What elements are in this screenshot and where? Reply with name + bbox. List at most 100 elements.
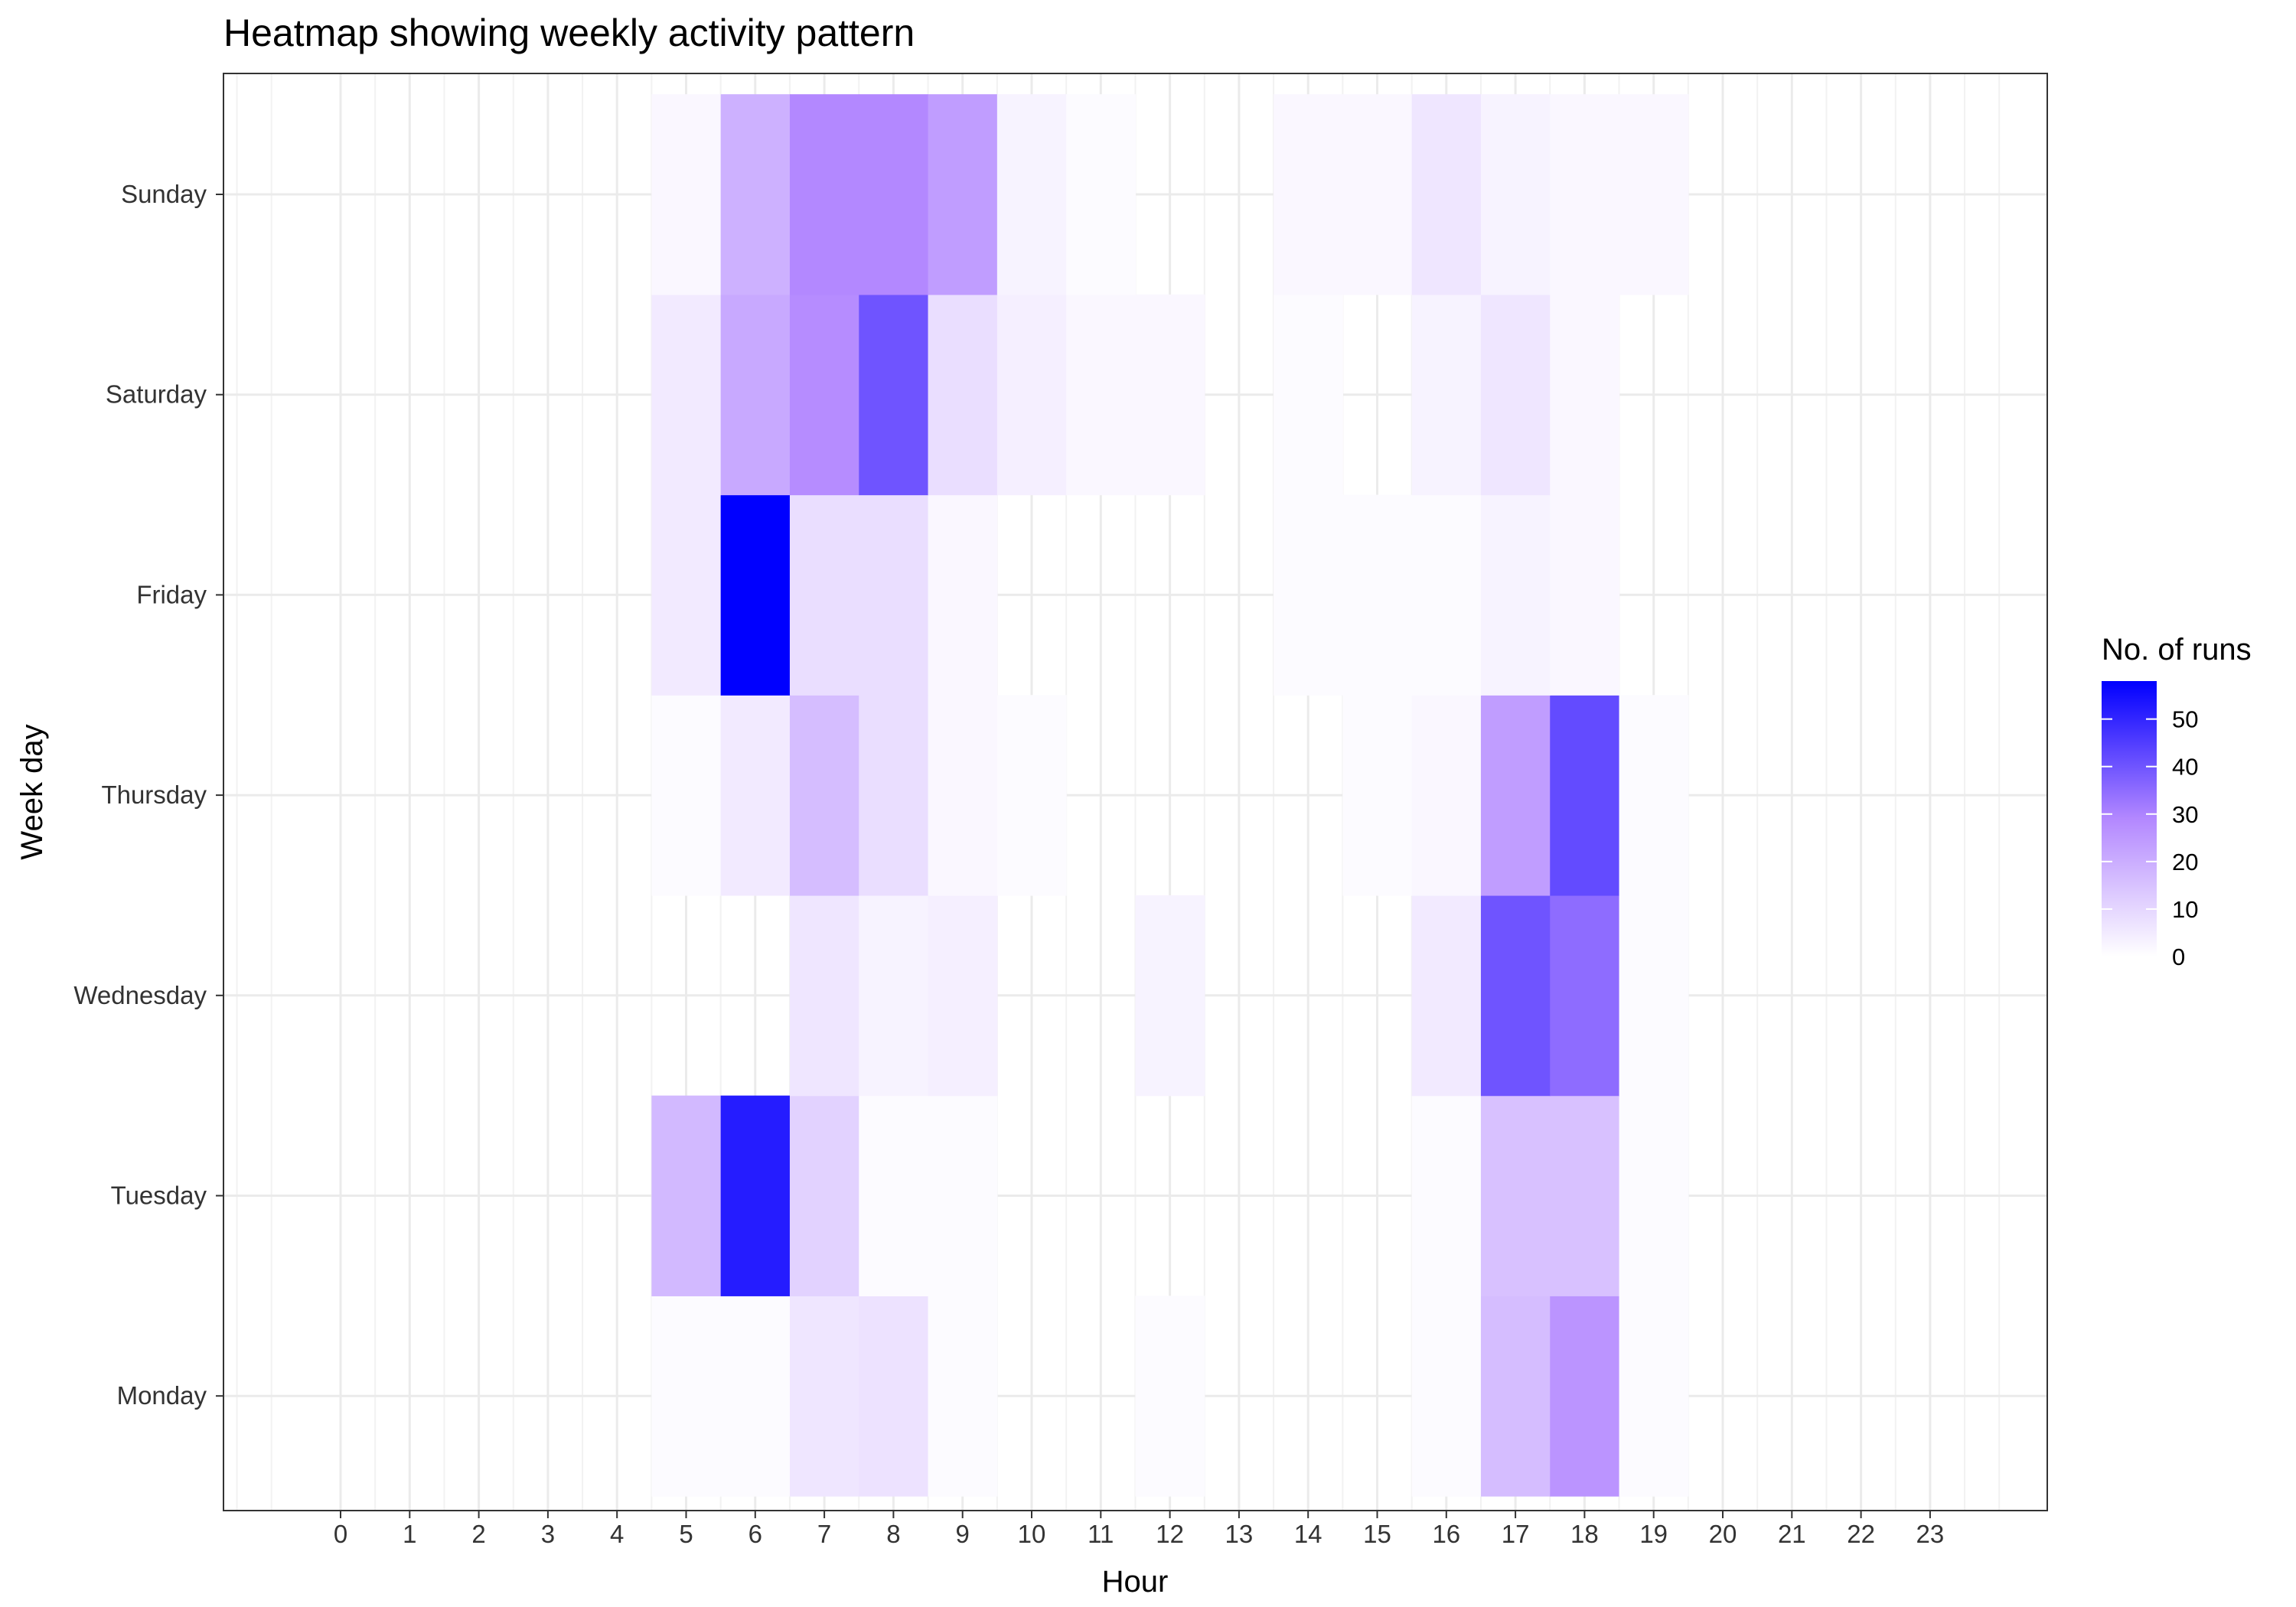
heatmap-cell <box>859 895 929 1097</box>
heatmap-cell <box>720 1095 791 1296</box>
x-tick-label: 16 <box>1432 1520 1460 1548</box>
heatmap-cell <box>789 494 859 696</box>
x-tick-label: 21 <box>1778 1520 1806 1548</box>
x-tick-label: 4 <box>610 1520 624 1548</box>
heatmap-cell <box>1550 895 1620 1097</box>
x-tick-label: 1 <box>403 1520 416 1548</box>
legend-tick-label: 40 <box>2172 754 2198 781</box>
heatmap-cell <box>651 1296 722 1497</box>
x-tick-label: 0 <box>334 1520 347 1548</box>
x-tick-label: 18 <box>1570 1520 1599 1548</box>
heatmap-cell <box>1274 494 1343 696</box>
heatmap-cell <box>928 695 998 896</box>
y-tick-label: Sunday <box>121 180 207 208</box>
x-axis: 0 1 2 3 4 5 6 7 8 9 10 11 12 13 14 15 16 17 18 19 20 21 22 23 <box>334 1511 1944 1548</box>
heatmap-cell <box>1619 895 1689 1097</box>
heatmap-cell <box>928 1095 998 1296</box>
heatmap-cell <box>1411 695 1482 896</box>
y-tick-label: Wednesday <box>73 981 207 1009</box>
x-tick-label: 6 <box>748 1520 762 1548</box>
y-tick-label: Thursday <box>101 781 207 809</box>
heatmap-cell <box>1480 895 1551 1097</box>
heatmap-cell <box>720 1296 791 1497</box>
heatmap-cell <box>1342 695 1413 896</box>
heatmap-cell <box>996 94 1067 295</box>
heatmap-cell <box>1411 94 1482 295</box>
heatmap-cell <box>1480 695 1551 896</box>
legend-title: No. of runs <box>2102 633 2252 667</box>
heatmap-cell <box>1274 94 1343 295</box>
panel-border <box>223 73 2048 1511</box>
heatmap-cell <box>1619 1296 1689 1497</box>
x-axis-title: Hour <box>1102 1565 1169 1599</box>
heatmap-cell <box>720 294 791 496</box>
legend-tick-label: 30 <box>2172 801 2198 828</box>
heatmap-cell <box>651 294 722 496</box>
heatmap-cell <box>789 1296 859 1497</box>
x-tick-label: 5 <box>679 1520 693 1548</box>
heatmap-cell <box>1480 494 1551 696</box>
legend-tick-label: 10 <box>2172 896 2198 923</box>
x-tick-label: 14 <box>1294 1520 1322 1548</box>
heatmap-cell <box>1066 94 1137 295</box>
heatmap-cell <box>720 494 791 696</box>
heatmap-cell <box>928 294 998 496</box>
y-axis-title: Week day <box>15 724 49 859</box>
legend-tick-label: 20 <box>2172 849 2198 875</box>
heatmap-cell <box>1411 895 1482 1097</box>
heatmap-cell <box>1550 1296 1620 1497</box>
x-tick-label: 12 <box>1156 1520 1184 1548</box>
heatmap-cell <box>928 494 998 696</box>
heatmap-cell <box>1619 94 1689 295</box>
heatmap-cell <box>928 895 998 1097</box>
y-tick-label: Saturday <box>106 380 207 409</box>
heatmap-cell <box>996 695 1067 896</box>
x-tick-label: 23 <box>1916 1520 1945 1548</box>
x-tick-label: 17 <box>1502 1520 1530 1548</box>
chart-title: Heatmap showing weekly activity pattern <box>223 11 915 54</box>
heatmap-cell <box>1411 494 1482 696</box>
heatmap-cell <box>1274 294 1343 496</box>
heatmap-cell <box>651 1095 722 1296</box>
heatmap-cell <box>789 94 859 295</box>
legend-ticks: 0 10 20 30 40 50 <box>2102 706 2198 970</box>
heatmap-cell <box>789 695 859 896</box>
heatmap-cell <box>789 1095 859 1296</box>
heatmap-cell <box>789 294 859 496</box>
heatmap-cell <box>651 695 722 896</box>
legend-tick-label: 50 <box>2172 706 2198 733</box>
heatmap-cell <box>928 1296 998 1497</box>
heatmap-cell <box>1480 294 1551 496</box>
legend-colorbar <box>2102 681 2157 957</box>
heatmap-cell <box>1135 294 1205 496</box>
heatmap-cell <box>1135 1296 1205 1497</box>
heatmap-cell <box>859 94 929 295</box>
x-tick-label: 11 <box>1088 1520 1114 1548</box>
heatmap-cell <box>859 1296 929 1497</box>
legend: No. of runs 0 10 20 30 40 50 <box>2102 633 2252 970</box>
y-tick-label: Friday <box>136 580 207 608</box>
x-tick-label: 3 <box>541 1520 555 1548</box>
heatmap-cell <box>859 695 929 896</box>
heatmap-cell <box>1619 695 1689 896</box>
x-tick-label: 22 <box>1847 1520 1875 1548</box>
heatmap-cells <box>651 94 1689 1497</box>
y-axis: Monday Tuesday Wednesday Thursday Friday Satu… <box>73 180 223 1410</box>
heatmap-cell <box>1480 1296 1551 1497</box>
x-tick-label: 7 <box>817 1520 831 1548</box>
heatmap-cell <box>1550 1095 1620 1296</box>
heatmap-cell <box>720 94 791 295</box>
heatmap-cell <box>1342 494 1413 696</box>
heatmap-cell <box>1411 1095 1482 1296</box>
x-tick-label: 10 <box>1018 1520 1046 1548</box>
heatmap-cell <box>859 294 929 496</box>
heatmap-cell <box>1066 294 1137 496</box>
heatmap-cell <box>1411 1296 1482 1497</box>
heatmap-cell <box>651 494 722 696</box>
heatmap-cell <box>859 494 929 696</box>
heatmap-cell <box>651 94 722 295</box>
legend-tick-label: 0 <box>2172 944 2185 970</box>
x-tick-label: 20 <box>1709 1520 1737 1548</box>
heatmap-cell <box>859 1095 929 1296</box>
